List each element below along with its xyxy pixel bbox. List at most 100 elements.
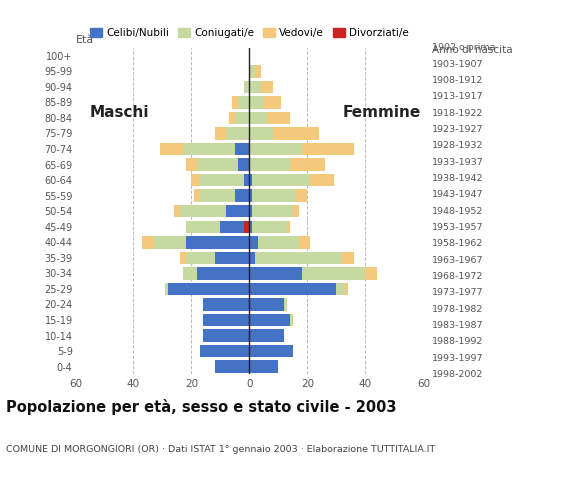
Text: 1908-1912: 1908-1912 xyxy=(432,76,484,85)
Bar xyxy=(302,143,354,155)
Bar xyxy=(299,236,310,249)
Bar xyxy=(249,127,273,140)
Bar xyxy=(252,190,296,202)
Bar xyxy=(284,298,287,311)
Bar xyxy=(197,267,249,279)
Text: 1953-1957: 1953-1957 xyxy=(432,223,484,232)
Bar xyxy=(293,205,299,217)
Bar xyxy=(365,267,377,279)
Bar xyxy=(180,205,226,217)
Bar xyxy=(249,96,264,108)
Bar xyxy=(244,174,249,186)
Text: 1928-1932: 1928-1932 xyxy=(432,142,484,150)
Bar xyxy=(287,220,290,233)
Text: 1933-1937: 1933-1937 xyxy=(432,158,484,167)
Bar xyxy=(249,360,278,373)
Bar xyxy=(186,252,215,264)
Text: 1993-1997: 1993-1997 xyxy=(432,354,484,362)
Legend: Celibi/Nubili, Coniugati/e, Vedovi/e, Divorziati/e: Celibi/Nubili, Coniugati/e, Vedovi/e, Di… xyxy=(86,24,413,42)
Text: Maschi: Maschi xyxy=(90,105,150,120)
Bar xyxy=(249,65,255,78)
Bar xyxy=(160,143,183,155)
Bar xyxy=(261,81,273,93)
Bar xyxy=(249,298,284,311)
Bar xyxy=(194,190,200,202)
Bar xyxy=(238,158,249,171)
Text: Popolazione per età, sesso e stato civile - 2003: Popolazione per età, sesso e stato civil… xyxy=(6,399,396,415)
Text: 1902 o prima: 1902 o prima xyxy=(432,44,495,52)
Text: Anno di nascita: Anno di nascita xyxy=(432,45,513,55)
Bar xyxy=(174,205,180,217)
Bar xyxy=(252,220,287,233)
Bar xyxy=(226,127,249,140)
Text: 1948-1952: 1948-1952 xyxy=(432,207,484,216)
Bar xyxy=(220,220,244,233)
Bar xyxy=(244,81,249,93)
Bar xyxy=(215,360,249,373)
Text: 1978-1982: 1978-1982 xyxy=(432,305,484,313)
Bar xyxy=(302,267,365,279)
Bar xyxy=(186,236,249,249)
Bar xyxy=(249,112,267,124)
Bar xyxy=(186,220,220,233)
Bar xyxy=(203,329,249,342)
Bar xyxy=(186,158,197,171)
Bar xyxy=(249,283,336,295)
Bar xyxy=(200,174,244,186)
Text: 1968-1972: 1968-1972 xyxy=(432,272,484,281)
Bar xyxy=(249,190,252,202)
Bar xyxy=(249,81,261,93)
Text: Femmine: Femmine xyxy=(342,105,420,120)
Bar xyxy=(249,174,252,186)
Bar xyxy=(336,283,345,295)
Bar xyxy=(249,267,302,279)
Bar xyxy=(252,174,310,186)
Bar xyxy=(200,190,235,202)
Bar xyxy=(168,283,249,295)
Bar xyxy=(264,96,281,108)
Bar xyxy=(249,252,255,264)
Bar xyxy=(180,252,186,264)
Bar xyxy=(290,158,325,171)
Bar xyxy=(229,112,235,124)
Bar xyxy=(249,143,302,155)
Bar xyxy=(252,205,293,217)
Text: 1903-1907: 1903-1907 xyxy=(432,60,484,69)
Bar xyxy=(244,220,249,233)
Bar xyxy=(273,127,319,140)
Bar xyxy=(249,236,258,249)
Bar xyxy=(183,143,235,155)
Bar xyxy=(255,252,342,264)
Bar xyxy=(255,65,261,78)
Bar xyxy=(249,329,284,342)
Bar xyxy=(232,96,238,108)
Text: 1943-1947: 1943-1947 xyxy=(432,191,484,199)
Bar xyxy=(215,252,249,264)
Bar xyxy=(183,267,197,279)
Text: 1998-2002: 1998-2002 xyxy=(432,370,484,379)
Bar xyxy=(267,112,290,124)
Text: 1958-1962: 1958-1962 xyxy=(432,240,484,248)
Text: 1988-1992: 1988-1992 xyxy=(432,337,484,346)
Text: 1918-1922: 1918-1922 xyxy=(432,109,484,118)
Bar xyxy=(165,283,168,295)
Bar xyxy=(310,174,333,186)
Bar xyxy=(142,236,154,249)
Bar xyxy=(249,220,252,233)
Bar xyxy=(249,345,293,357)
Bar xyxy=(249,205,252,217)
Text: 1938-1942: 1938-1942 xyxy=(432,174,484,183)
Bar xyxy=(238,96,249,108)
Text: 1913-1917: 1913-1917 xyxy=(432,93,484,101)
Bar xyxy=(296,190,307,202)
Bar xyxy=(342,252,354,264)
Bar xyxy=(197,158,238,171)
Bar xyxy=(203,298,249,311)
Bar xyxy=(215,127,226,140)
Bar xyxy=(290,314,293,326)
Bar xyxy=(226,205,249,217)
Bar xyxy=(235,143,249,155)
Text: 1983-1987: 1983-1987 xyxy=(432,321,484,330)
Bar xyxy=(154,236,186,249)
Bar xyxy=(191,174,200,186)
